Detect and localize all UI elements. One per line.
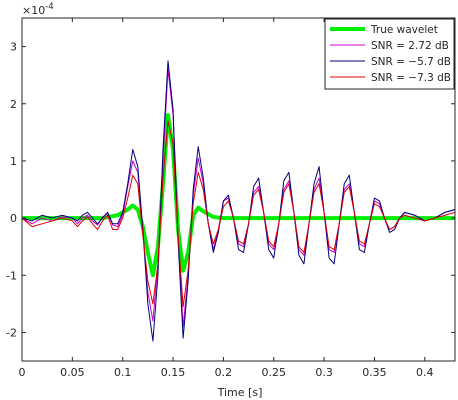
- series-layer: [21, 60, 456, 342]
- x-tick-label: 0: [19, 366, 26, 379]
- legend-label-1: True wavelet: [370, 24, 438, 36]
- legend-label-2: SNR = 2.72 dB: [371, 40, 449, 52]
- y-tick-label: 1: [10, 155, 17, 168]
- x-axis-label: Time [s]: [217, 386, 263, 399]
- y-tick-label: 3: [10, 41, 17, 54]
- y-exponent-label: ×10-4: [22, 2, 54, 17]
- x-tick-label: 0.05: [60, 366, 85, 379]
- series-line-3: [21, 60, 456, 342]
- y-tick-label: -2: [6, 326, 17, 339]
- x-tick-label: 0.25: [261, 366, 286, 379]
- legend-label-4: SNR = −7.3 dB: [371, 72, 451, 84]
- x-tick-label: 0.1: [114, 366, 132, 379]
- y-exponent-power: -4: [45, 2, 53, 12]
- x-tick-label: 0.15: [161, 366, 186, 379]
- y-tick-label: -1: [6, 269, 17, 282]
- y-tick-label: 2: [10, 98, 17, 111]
- ticks-layer: 0 0.05 0.1 0.15 0.2 0.25 0.3 0.35 0.4 -2 -1 0 1 2 3: [6, 18, 455, 379]
- x-tick-label: 0.3: [315, 366, 333, 379]
- series-line-4: [21, 120, 456, 308]
- y-exponent-base: ×10: [22, 4, 45, 17]
- series-line-1: [22, 113, 455, 278]
- y-tick-label: 0: [10, 212, 17, 225]
- legend-label-3: SNR = −5.7 dB: [371, 56, 451, 68]
- legend: True wavelet SNR = 2.72 dB SNR = −5.7 dB SN…: [324, 18, 455, 90]
- x-tick-label: 0.35: [362, 366, 387, 379]
- x-tick-label: 0.2: [215, 366, 233, 379]
- axes-box: [21, 17, 456, 362]
- x-tick-label: 0.4: [416, 366, 434, 379]
- axes-layer: [21, 17, 456, 362]
